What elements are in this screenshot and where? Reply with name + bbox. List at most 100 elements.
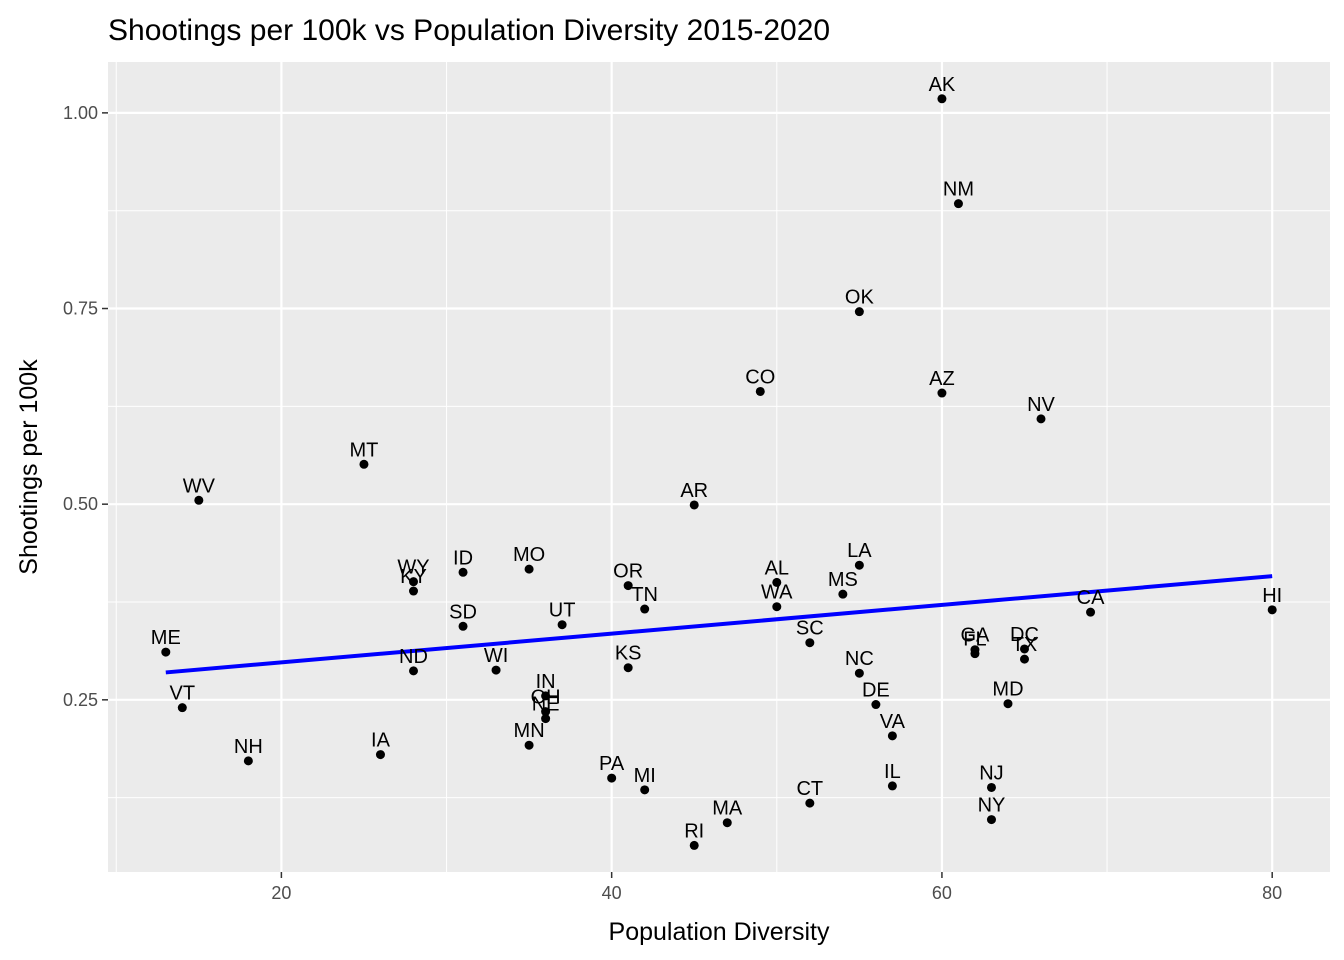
point-label-tx: TX bbox=[1012, 634, 1038, 656]
point-label-ok: OK bbox=[845, 287, 875, 309]
data-point-nv bbox=[1036, 414, 1046, 424]
minor-gridlines bbox=[108, 62, 1330, 872]
point-label-ne: NE bbox=[532, 694, 560, 716]
point-label-fl: FL bbox=[963, 629, 986, 651]
point-label-wv: WV bbox=[183, 475, 216, 497]
x-tick-label: 40 bbox=[602, 883, 622, 903]
data-point-md bbox=[1003, 699, 1013, 709]
x-tick-label: 20 bbox=[271, 883, 291, 903]
data-point-tn bbox=[640, 604, 650, 614]
data-point-oh bbox=[541, 707, 551, 717]
plot-panel bbox=[108, 62, 1330, 872]
data-point-nh bbox=[243, 756, 253, 766]
data-point-or bbox=[623, 581, 633, 591]
data-point-in bbox=[541, 691, 551, 701]
point-label-ma: MA bbox=[712, 798, 743, 820]
data-point-ia bbox=[375, 750, 385, 760]
x-tick-label: 80 bbox=[1262, 883, 1282, 903]
data-point-sc bbox=[805, 638, 815, 648]
data-point-ne bbox=[541, 714, 551, 724]
data-point-mo bbox=[524, 564, 534, 574]
data-point-nj bbox=[986, 782, 996, 792]
y-tick-label: 0.75 bbox=[63, 299, 98, 319]
data-point-ar bbox=[689, 500, 699, 510]
point-label-nm: NM bbox=[943, 179, 974, 201]
data-point-me bbox=[161, 647, 171, 657]
point-label-oh: OH bbox=[531, 687, 561, 709]
point-label-al: AL bbox=[765, 557, 789, 579]
data-point-wv bbox=[194, 495, 204, 505]
point-label-ga: GA bbox=[961, 625, 991, 647]
data-point-id bbox=[458, 567, 468, 577]
data-point-nc bbox=[854, 668, 864, 678]
point-label-hi: HI bbox=[1262, 585, 1282, 607]
y-tick-label: 0.25 bbox=[63, 690, 98, 710]
point-label-md: MD bbox=[992, 679, 1023, 701]
point-label-mn: MN bbox=[514, 720, 545, 742]
y-axis-ticks: 0.25 0.50 0.75 1.00 bbox=[63, 103, 108, 710]
point-label-wi: WI bbox=[484, 645, 508, 667]
x-axis-title: Population Diversity bbox=[609, 918, 830, 946]
point-label-ia: IA bbox=[371, 730, 391, 752]
data-point-mt bbox=[359, 459, 369, 469]
trend-line-layer bbox=[165, 574, 1273, 675]
point-label-sc: SC bbox=[796, 618, 824, 640]
data-point-ms bbox=[838, 589, 848, 599]
data-point-ma bbox=[722, 818, 732, 828]
point-label-mi: MI bbox=[634, 765, 656, 787]
data-point-nm bbox=[953, 199, 963, 209]
point-label-dc: DC bbox=[1010, 624, 1039, 646]
x-tick-label: 60 bbox=[932, 883, 952, 903]
point-label-ky: KY bbox=[400, 566, 427, 588]
data-point-mi bbox=[640, 785, 650, 795]
data-point-nd bbox=[409, 666, 418, 676]
point-label-az: AZ bbox=[929, 368, 955, 390]
data-point-ny bbox=[986, 815, 996, 825]
data-point-ks bbox=[623, 663, 633, 673]
point-label-ms: MS bbox=[828, 569, 858, 591]
point-labels: AK NM OK CO AZ NV MT WV AR LA MO ID WY AL OR KY MS WA TN HI… bbox=[151, 74, 1282, 843]
data-point-al bbox=[772, 577, 782, 587]
point-label-nh: NH bbox=[234, 736, 263, 758]
point-label-pa: PA bbox=[599, 753, 625, 775]
data-point-ri bbox=[689, 840, 699, 850]
point-label-mo: MO bbox=[513, 544, 545, 566]
point-label-il: IL bbox=[884, 761, 901, 783]
x-axis-ticks: 20 40 60 80 bbox=[271, 872, 1282, 903]
point-label-in: IN bbox=[536, 671, 556, 693]
point-label-nc: NC bbox=[845, 648, 874, 670]
point-label-nd: ND bbox=[399, 646, 428, 668]
point-label-tn: TN bbox=[631, 584, 658, 606]
data-point-ak bbox=[937, 94, 947, 104]
data-point-va bbox=[887, 731, 897, 741]
major-gridlines bbox=[108, 62, 1330, 872]
data-point-pa bbox=[607, 773, 617, 783]
data-point-wy bbox=[409, 577, 418, 587]
data-point-ct bbox=[805, 798, 815, 808]
y-axis-title: Shootings per 100k bbox=[15, 359, 43, 575]
data-point-az bbox=[937, 388, 947, 398]
point-label-id: ID bbox=[453, 547, 473, 569]
point-label-or: OR bbox=[613, 561, 643, 583]
y-tick-label: 1.00 bbox=[63, 103, 98, 123]
data-point-hi bbox=[1267, 605, 1277, 615]
data-point-de bbox=[871, 700, 881, 710]
point-label-ri: RI bbox=[684, 820, 704, 842]
point-label-sd: SD bbox=[449, 601, 477, 623]
data-point-vt bbox=[177, 703, 187, 713]
trend-line bbox=[165, 574, 1273, 675]
data-point-tx bbox=[1020, 654, 1029, 664]
point-label-me: ME bbox=[151, 627, 181, 649]
point-label-wy: WY bbox=[397, 557, 429, 579]
data-point-mn bbox=[524, 740, 534, 750]
data-point-la bbox=[854, 560, 864, 570]
data-point-il bbox=[887, 781, 897, 791]
point-label-co: CO bbox=[745, 366, 775, 388]
data-point-wi bbox=[491, 665, 501, 675]
point-label-nj: NJ bbox=[979, 762, 1003, 784]
data-point-ut bbox=[557, 620, 567, 630]
point-label-ks: KS bbox=[615, 643, 642, 665]
data-point-dc bbox=[1020, 644, 1029, 654]
data-point-ok bbox=[854, 307, 864, 317]
